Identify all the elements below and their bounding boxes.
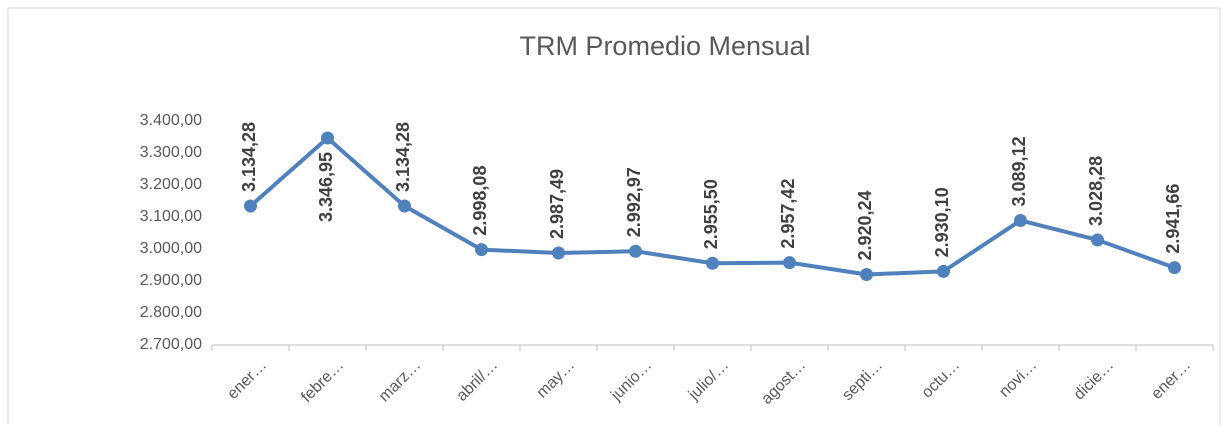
x-tick-label: ener… [1148,357,1194,403]
x-tick-label: marz… [376,357,424,405]
data-label: 2.998,08 [470,166,490,236]
data-label: 2.920,24 [855,190,875,260]
point [783,256,796,270]
point [552,246,565,260]
chart-border [7,7,1221,425]
point [475,243,488,257]
x-tick-label: septi… [839,357,886,404]
data-label: 3.134,28 [239,122,259,192]
y-tick-label: 2.800,00 [140,304,202,321]
data-label: 2.957,42 [778,179,798,249]
data-label: 3.089,12 [1009,136,1029,206]
y-tick-label: 2.700,00 [140,336,202,353]
point [937,264,950,278]
x-tick-label: julio/… [685,357,732,404]
x-tick-label: dicie… [1071,357,1118,404]
data-label: 2.930,10 [932,187,952,257]
x-tick-label: febre… [298,357,347,406]
point [244,199,257,213]
x-tick-label: ener… [224,357,270,403]
point [398,199,411,213]
y-tick-label: 3.000,00 [140,240,202,257]
data-label: 2.941,66 [1163,184,1183,254]
x-tick-label: agost… [758,357,809,408]
x-tick-label: abril/… [453,357,501,405]
x-tick-label: junio… [607,357,655,405]
y-tick-label: 3.300,00 [140,144,202,161]
data-label: 2.955,50 [701,179,721,249]
y-tick-label: 2.900,00 [140,272,202,289]
point [860,268,873,282]
data-label: 2.987,49 [547,169,567,239]
y-tick-label: 3.200,00 [140,176,202,193]
point [629,244,642,258]
point [1091,233,1104,247]
data-label: 2.992,97 [624,167,644,237]
point [321,131,334,145]
data-label: 3.346,95 [316,152,336,222]
y-tick-label: 3.400,00 [140,112,202,129]
y-tick-label: 3.100,00 [140,208,202,225]
point [1168,261,1181,275]
x-tick-label: novi… [996,357,1040,401]
x-tick-label: octu… [919,357,964,402]
point [706,256,719,270]
data-label: 3.028,28 [1086,156,1106,226]
x-tick-label: may… [534,357,579,402]
point [1014,213,1027,227]
data-label: 3.134,28 [393,122,413,192]
chart-title: TRM Promedio Mensual [519,31,810,61]
